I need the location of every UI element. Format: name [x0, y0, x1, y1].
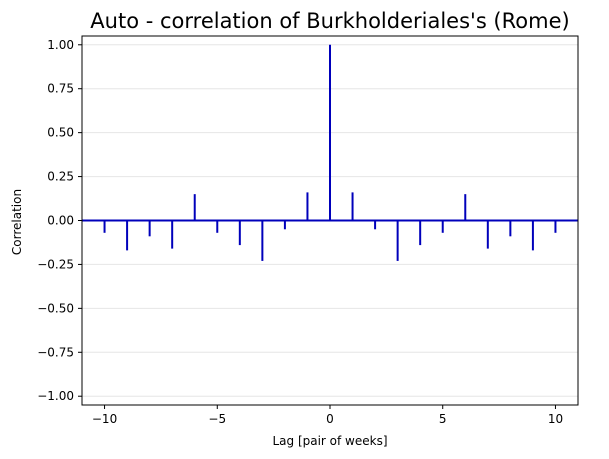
x-tick-label: 10	[548, 412, 563, 426]
y-tick-label: 0.50	[47, 126, 74, 140]
y-tick-label: −0.50	[37, 301, 74, 315]
x-tick-label: −10	[92, 412, 117, 426]
x-tick-label: 0	[326, 412, 334, 426]
y-axis-label: Correlation	[10, 189, 24, 255]
x-axis-ticks: −10 −5 0 5 10	[92, 405, 563, 426]
y-tick-label: −1.00	[37, 389, 74, 403]
chart-title: Auto - correlation of Burkholderiales's …	[90, 9, 569, 33]
y-tick-label: 0.00	[47, 214, 74, 228]
x-axis-label: Lag [pair of weeks]	[272, 434, 387, 448]
y-axis-ticks: −1.00 −0.75 −0.50 −0.25 0.00 0.25 0.50 0.75 1.00	[37, 38, 82, 403]
x-tick-label: −5	[208, 412, 226, 426]
correlation-stems	[103, 44, 557, 261]
y-tick-label: 0.25	[47, 170, 74, 184]
y-tick-label: −0.75	[37, 345, 74, 359]
y-tick-label: 1.00	[47, 38, 74, 52]
y-tick-label: 0.75	[47, 82, 74, 96]
x-tick-label: 5	[439, 412, 447, 426]
y-tick-label: −0.25	[37, 257, 74, 271]
